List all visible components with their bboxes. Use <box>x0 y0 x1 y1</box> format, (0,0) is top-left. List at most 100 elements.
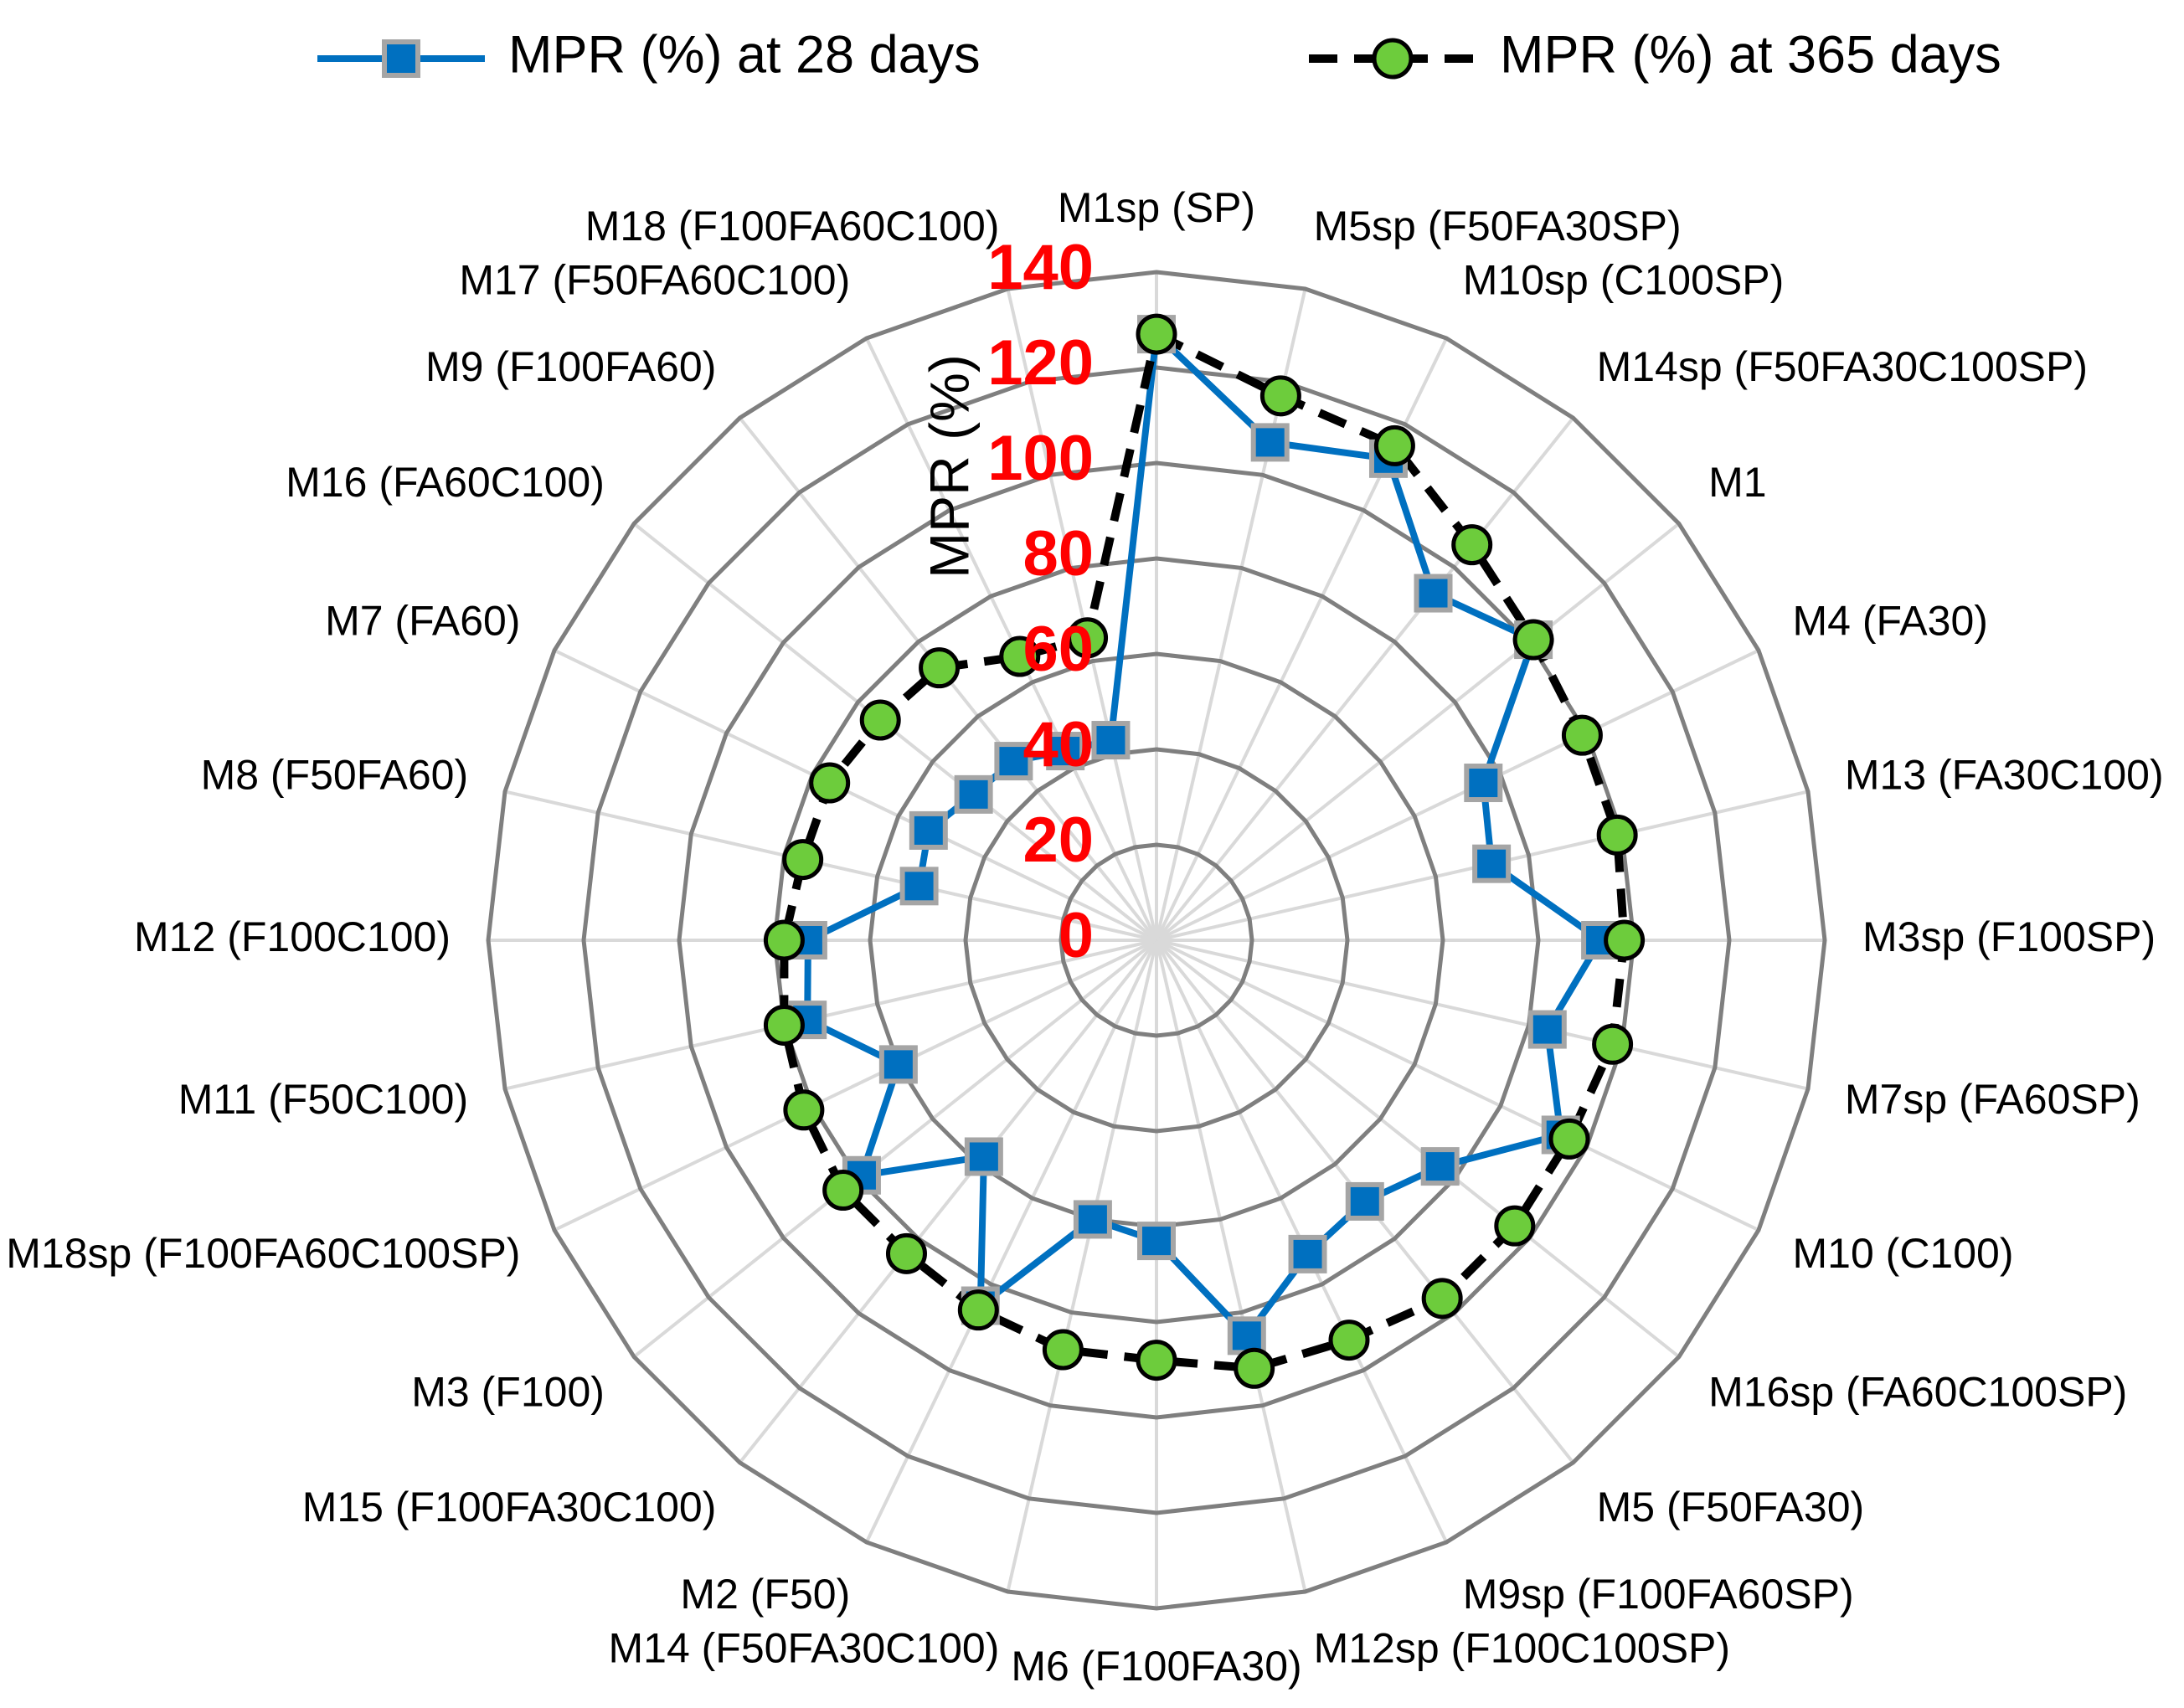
spoke <box>1155 939 1307 1592</box>
category-label: M16 (FA60C100) <box>286 459 605 506</box>
r-tick-label: 120 <box>987 327 1094 399</box>
spoke <box>1006 939 1158 1592</box>
spoke <box>1155 522 1681 942</box>
category-label: M1sp (SP) <box>1058 184 1255 231</box>
spoke <box>1155 416 1575 942</box>
data-marker <box>859 699 901 741</box>
category-label: M13 (FA30C100) <box>1845 751 2164 798</box>
category-label: M6 (F100FA30) <box>1011 1643 1301 1690</box>
category-label: M12sp (F100C100SP) <box>1314 1624 1730 1671</box>
data-marker <box>954 774 993 814</box>
data-marker <box>878 1045 918 1084</box>
spoke <box>504 939 1157 1091</box>
data-marker <box>1345 1181 1384 1221</box>
data-marker <box>1042 1329 1084 1371</box>
data-marker <box>1227 1316 1266 1356</box>
data-marker <box>1328 1320 1370 1361</box>
data-marker <box>1046 732 1085 771</box>
data-marker <box>1288 1234 1327 1273</box>
data-marker <box>1234 1347 1275 1389</box>
category-label: M7sp (FA60SP) <box>1845 1076 2140 1123</box>
category-label: M18sp (F100FA60C100SP) <box>6 1230 520 1277</box>
data-marker <box>909 810 948 850</box>
data-marker <box>1373 424 1415 466</box>
data-marker <box>1137 1222 1176 1261</box>
category-label: M10 (C100) <box>1793 1230 2014 1277</box>
category-label: M14 (F50FA30C100) <box>609 1624 1000 1671</box>
legend-item: MPR (%) at 365 days <box>1309 26 2001 85</box>
data-marker <box>1136 313 1177 355</box>
spoke <box>1156 939 1759 1232</box>
category-label: M16sp (FA60C100SP) <box>1708 1368 2127 1415</box>
data-marker <box>1136 1340 1177 1381</box>
category-label: M3sp (F100SP) <box>1862 913 2156 960</box>
data-marker <box>1067 617 1109 659</box>
grid-ring <box>486 270 1827 1611</box>
legend-label: MPR (%) at 365 days <box>1500 26 2001 85</box>
category-label: M12 (F100C100) <box>134 913 451 960</box>
data-marker <box>919 647 961 689</box>
data-marker <box>1527 1010 1567 1049</box>
data-marker <box>1259 375 1301 417</box>
category-label: M2 (F50) <box>680 1571 850 1618</box>
data-marker <box>783 1089 825 1131</box>
data-marker <box>1091 721 1131 760</box>
data-marker <box>763 1004 805 1046</box>
data-marker <box>1464 764 1503 803</box>
data-marker <box>1494 1205 1536 1247</box>
data-marker <box>1512 619 1554 661</box>
category-label: M17 (F50FA60C100) <box>459 256 850 303</box>
r-tick-label: 80 <box>1022 518 1094 589</box>
spoke <box>554 648 1157 942</box>
category-label: M11 (F50C100) <box>178 1076 468 1123</box>
data-marker <box>1073 1200 1112 1239</box>
data-marker <box>1414 574 1453 613</box>
category-label: M15 (F100FA30C100) <box>302 1484 717 1531</box>
category-label: M9 (F100FA60) <box>425 343 716 390</box>
legend-item: MPR (%) at 28 days <box>317 26 981 85</box>
spoke <box>1155 939 1681 1359</box>
data-marker <box>809 762 851 804</box>
data-marker <box>1596 814 1638 856</box>
data-marker <box>899 867 939 906</box>
data-marker <box>885 1232 927 1274</box>
r-tick-label: 20 <box>1022 805 1094 876</box>
legend-marker <box>1372 38 1414 80</box>
spoke <box>1156 648 1759 942</box>
category-label: M7 (FA60) <box>325 597 520 644</box>
category-label: M5 (F50FA30) <box>1597 1484 1865 1531</box>
data-marker <box>957 1289 999 1331</box>
r-tick-label: 0 <box>1059 900 1094 971</box>
data-marker <box>822 1170 864 1212</box>
category-label: M1 <box>1708 459 1766 506</box>
category-label: M10sp (C100SP) <box>1463 256 1785 303</box>
data-marker <box>964 1137 1003 1176</box>
data-marker <box>1250 423 1290 462</box>
legend-label: MPR (%) at 28 days <box>508 26 981 85</box>
spoke <box>1156 939 1809 1091</box>
category-label: M3 (F100) <box>411 1368 605 1415</box>
data-marker <box>994 742 1033 781</box>
spoke <box>864 939 1158 1543</box>
r-tick-label: 100 <box>987 423 1094 494</box>
data-marker <box>763 919 805 961</box>
grid-ring <box>963 747 1350 1134</box>
data-marker <box>1420 1147 1460 1186</box>
data-marker <box>999 635 1041 677</box>
spoke <box>632 939 1158 1359</box>
spoke <box>738 939 1158 1464</box>
legend-marker <box>382 39 420 78</box>
category-label: M18 (F100FA60C100) <box>585 203 1000 250</box>
data-marker <box>1561 714 1603 756</box>
data-marker <box>1421 1278 1463 1320</box>
data-marker <box>1604 919 1646 961</box>
data-marker <box>1472 844 1512 883</box>
labels: M1sp (SP) M5sp (F50FA30SP) M10sp (C100SP) M… <box>6 184 2163 1690</box>
grid-ring <box>581 365 1732 1515</box>
grid-ring <box>677 460 1636 1420</box>
r-tick-label: 40 <box>1022 709 1094 780</box>
plot <box>763 313 1646 1389</box>
data-marker <box>1548 1118 1590 1160</box>
category-label: M8 (F50FA60) <box>201 751 469 798</box>
